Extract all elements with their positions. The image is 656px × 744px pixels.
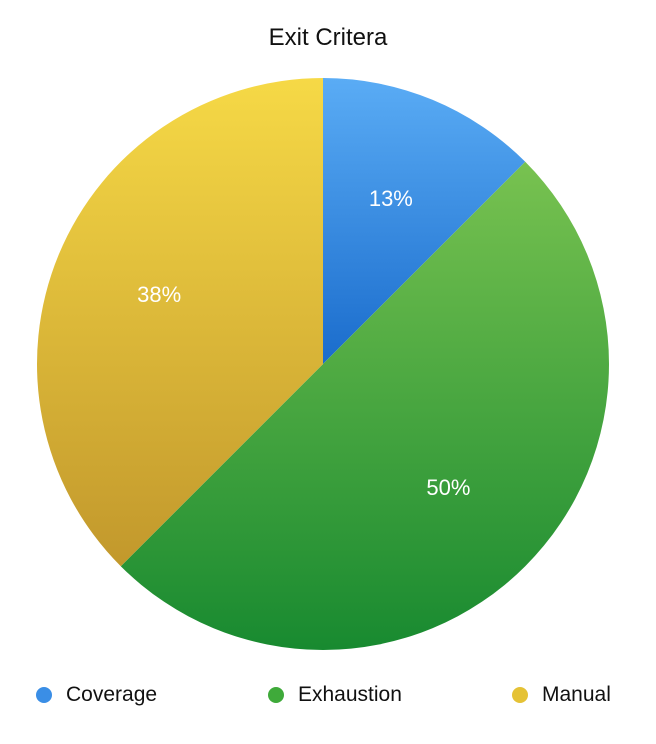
legend-label: Exhaustion — [298, 683, 402, 706]
legend-swatch-icon — [36, 687, 52, 703]
legend-item-coverage: Coverage — [36, 683, 157, 707]
slice-label-coverage: 13% — [369, 186, 413, 211]
pie-slice-coverage — [323, 78, 526, 364]
legend-item-exhaustion: Exhaustion — [268, 683, 402, 707]
legend-swatch-icon — [268, 687, 284, 703]
legend-label: Manual — [542, 683, 611, 706]
slice-label-manual: 38% — [137, 282, 181, 307]
legend-label: Coverage — [66, 683, 158, 706]
slice-label-exhaustion: 50% — [426, 475, 470, 500]
legend-swatch-icon — [512, 687, 528, 703]
pie-slice-exhaustion — [120, 161, 610, 650]
legend-item-manual: Manual — [512, 683, 611, 707]
pie-slice-manual — [36, 78, 323, 567]
chart-title: Exit Critera — [268, 24, 388, 51]
